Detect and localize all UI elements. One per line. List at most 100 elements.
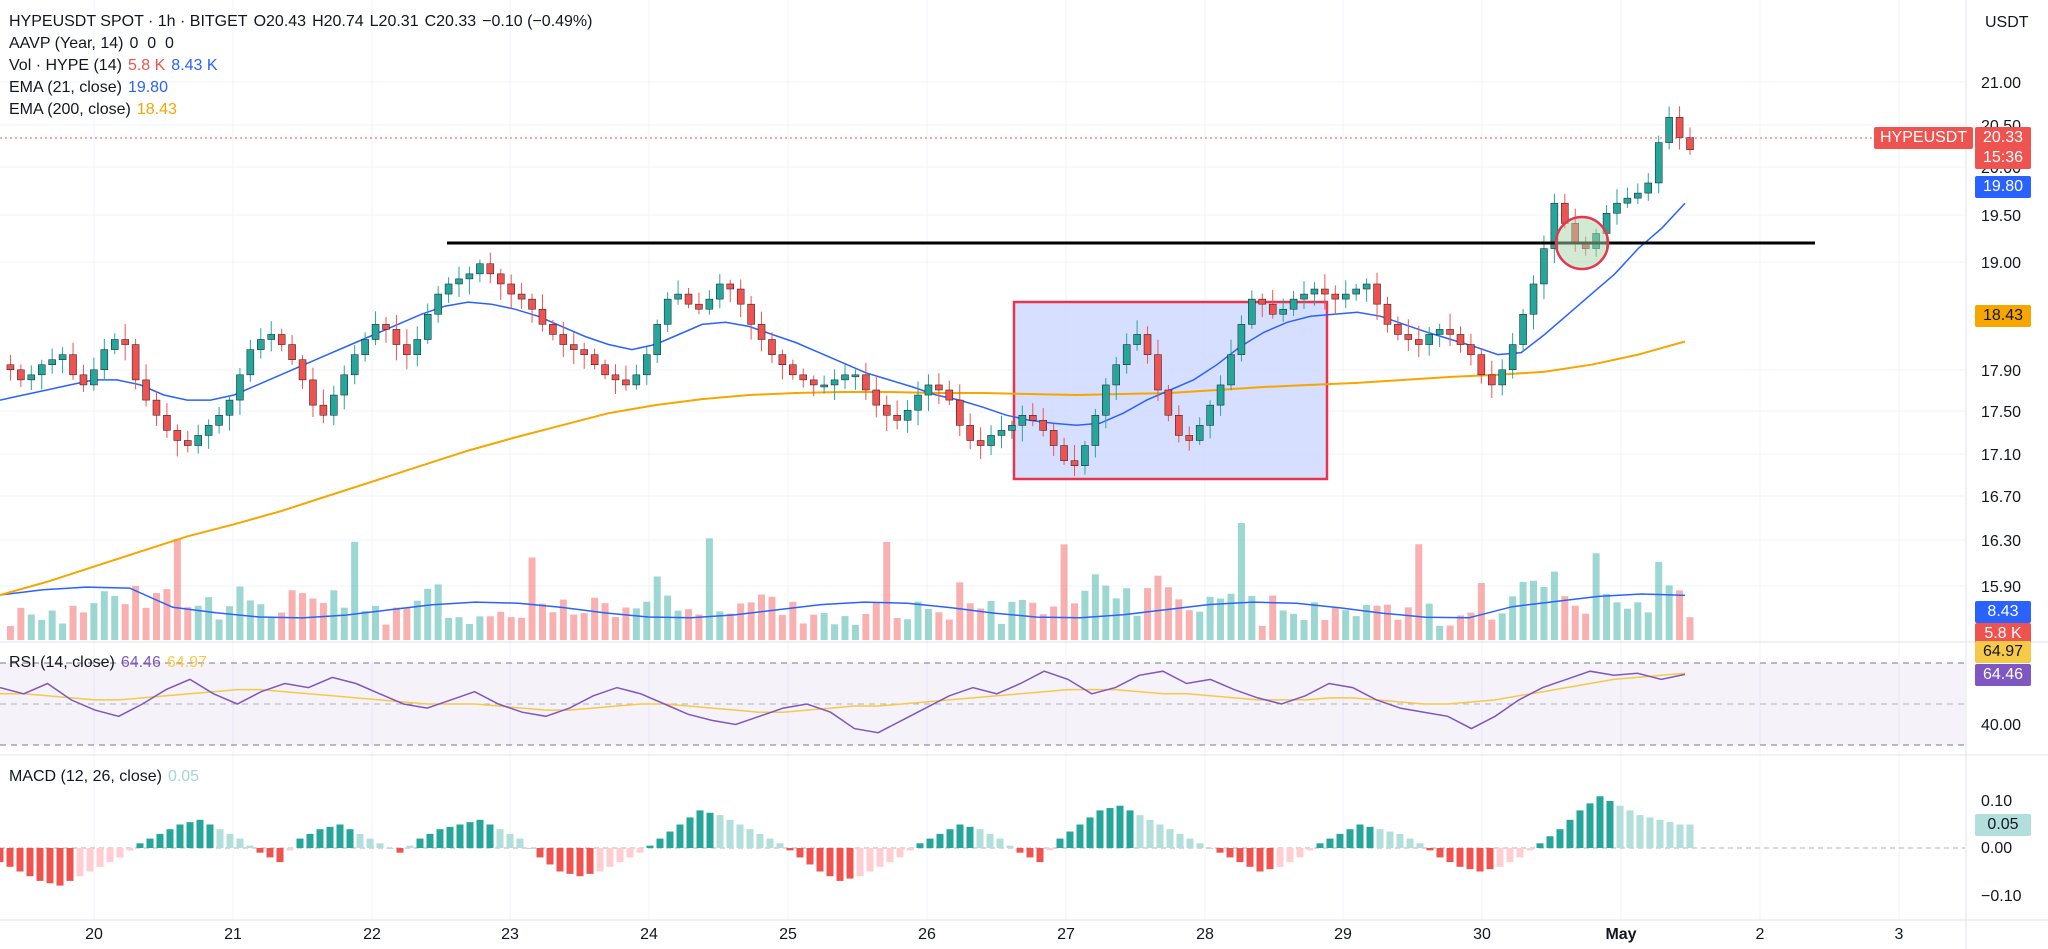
price-tick-label: 19.50 [1981, 208, 2021, 225]
candle-body [6, 364, 15, 371]
time-tick-label: 2 [1756, 926, 1765, 943]
time-tick-label: 3 [1895, 926, 1904, 943]
time-tick-label: 24 [640, 926, 658, 943]
candle-body [1029, 414, 1037, 421]
candle-body [27, 374, 36, 381]
candle-body [809, 379, 818, 386]
macd-bar [536, 848, 544, 858]
volume-bar [1258, 625, 1266, 640]
volume-bar [215, 619, 223, 640]
volume-bar [1112, 598, 1120, 640]
macd-bar [596, 848, 604, 872]
macd-bar [476, 819, 484, 848]
macd-bar [296, 838, 304, 848]
volume-bar [674, 610, 682, 640]
ohlc-change: −0.10 (−0.49%) [482, 13, 593, 30]
candle-body [288, 344, 296, 360]
macd-bar [1206, 848, 1214, 849]
volume-bar [100, 591, 108, 640]
candle-body [277, 334, 286, 345]
price-tick-label: 15.90 [1981, 579, 2021, 596]
candle-body [486, 263, 495, 275]
symbol-title[interactable]: HYPEUSDT SPOT · 1h · BITGET [9, 13, 248, 30]
candle-body [507, 283, 515, 295]
macd-bar [336, 824, 344, 848]
time-axis[interactable]: 20 21 22 23 24 25 26 27 28 29 30 May 2 3 [85, 926, 1903, 943]
aavp-legend[interactable]: AAVP (Year, 14) 0 0 0 [9, 33, 180, 55]
candle-body [1540, 248, 1548, 285]
candle-body [1383, 303, 1392, 325]
candle-body [632, 374, 641, 386]
candle-body [872, 389, 881, 406]
ema21-legend[interactable]: EMA (21, close) 19.80 [9, 77, 174, 99]
macd-bar [1386, 831, 1394, 848]
rsi-label: RSI (14, close) [9, 654, 115, 671]
candle-body [684, 293, 693, 305]
volume-bar [445, 617, 453, 640]
volume-bar [434, 584, 442, 640]
vol-legend[interactable]: Vol · HYPE (14) 5.8 K 8.43 K [9, 55, 224, 77]
candle-body [1164, 389, 1173, 416]
price-axis[interactable]: 21.0020.5020.0019.5019.0017.9017.5017.10… [1981, 75, 2022, 905]
currency-label[interactable]: USDT [1985, 14, 2029, 31]
macd-bar [1196, 843, 1204, 848]
volume-bar [799, 623, 807, 640]
symbol-price-tag: HYPEUSDT [1874, 127, 1974, 149]
candle-body [1488, 374, 1496, 386]
ema200-legend[interactable]: EMA (200, close) 18.43 [9, 99, 183, 121]
volume-bar [862, 613, 870, 640]
volume-bar [1561, 596, 1569, 640]
macd-bar [1566, 819, 1574, 848]
volume-bar [1571, 605, 1579, 640]
volume-bar [591, 597, 599, 640]
macd-bar [716, 815, 724, 848]
candle-body [1425, 334, 1433, 345]
volume-bar [1446, 625, 1454, 640]
macd-bar [1146, 819, 1154, 848]
macd-legend[interactable]: MACD (12, 26, close) 0.05 [9, 766, 205, 788]
macd-bar [1266, 848, 1274, 870]
candle-body [1060, 445, 1068, 461]
breakout-circle[interactable] [1554, 215, 1610, 271]
vol-ma-tag: 8.43 K [1975, 601, 2031, 642]
rsi-tick-label: 40.00 [1981, 717, 2021, 734]
macd-bar [916, 843, 924, 848]
macd-bar [56, 848, 64, 886]
volume-bar [778, 614, 786, 640]
volume-bar [966, 603, 974, 640]
candle-body [1373, 283, 1381, 305]
candle-body [1102, 384, 1110, 416]
volume-bar [1279, 610, 1287, 640]
candle-body [1248, 298, 1256, 325]
rsi-legend[interactable]: RSI (14, close) 64.46 64.97 [9, 652, 213, 674]
volume-bar [79, 612, 87, 640]
volume-bar [424, 588, 432, 640]
volume-bar [987, 600, 995, 640]
macd-bar [1646, 817, 1654, 848]
candle-body [17, 369, 25, 381]
volume-bar [580, 613, 588, 640]
macd-bar [1636, 815, 1644, 848]
volume-bar [1519, 581, 1527, 640]
volume-bar [924, 608, 932, 640]
macd-bar [196, 819, 204, 848]
candle-body [371, 324, 380, 340]
volume-bar [685, 609, 693, 640]
macd-bar [276, 848, 284, 863]
ema21-price-tag: 19.80 [1975, 176, 2031, 198]
candle-body [611, 374, 620, 381]
ema200-value: 18.43 [136, 101, 177, 118]
macd-bar [246, 845, 254, 848]
candle-body [423, 314, 432, 340]
candle-body [48, 359, 56, 365]
macd-bar [456, 824, 464, 848]
macd-bar [1606, 801, 1614, 848]
macd-bar [1676, 824, 1684, 848]
volume-bar [507, 617, 515, 640]
candle-body [830, 379, 839, 386]
volume-bar [632, 608, 640, 640]
volume-bar [601, 603, 609, 640]
volume-bar [1456, 615, 1464, 640]
candle-body [142, 379, 150, 401]
